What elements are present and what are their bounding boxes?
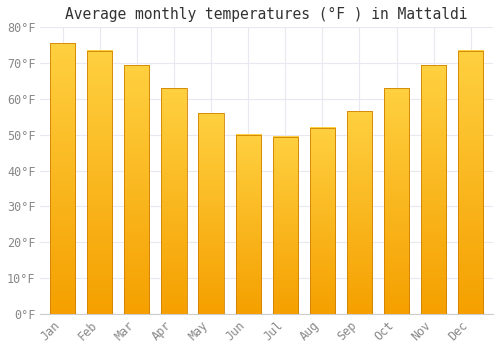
Title: Average monthly temperatures (°F ) in Mattaldi: Average monthly temperatures (°F ) in Ma… [66, 7, 468, 22]
Bar [162, 88, 186, 314]
Bar [384, 88, 409, 314]
Bar [236, 135, 260, 314]
Bar [458, 51, 483, 314]
Bar [124, 65, 150, 314]
Bar [421, 65, 446, 314]
Bar [87, 51, 112, 314]
Bar [310, 128, 335, 314]
Bar [50, 43, 75, 314]
Bar [272, 136, 298, 314]
Bar [198, 113, 224, 314]
Bar [347, 112, 372, 314]
